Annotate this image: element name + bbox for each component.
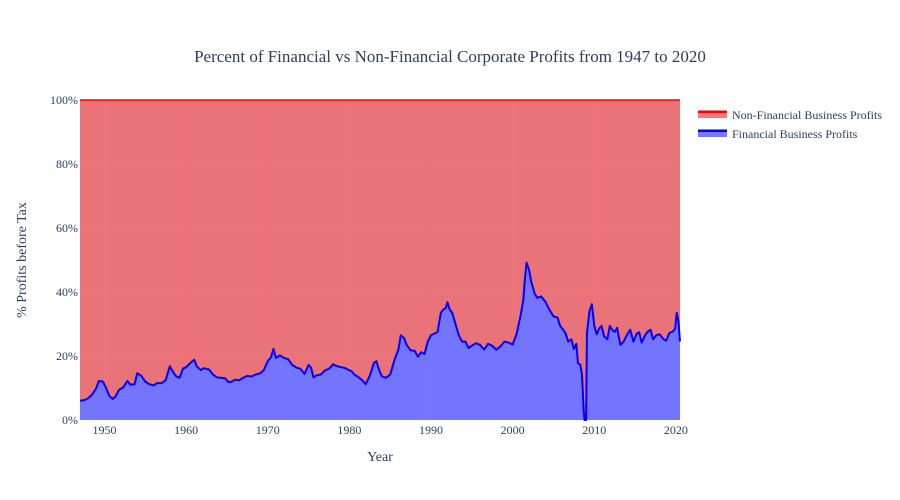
- y-tick-label-100: 100%: [50, 93, 78, 107]
- x-axis-title: Year: [367, 450, 393, 465]
- x-tick-label-2000: 2000: [501, 423, 525, 437]
- legend-label-non-financial: Non-Financial Business Profits: [732, 108, 882, 122]
- y-tick-label-0: 0%: [62, 413, 78, 427]
- chart-title: Percent of Financial vs Non-Financial Co…: [194, 47, 706, 66]
- legend[interactable]: Non-Financial Business Profits Financial…: [698, 108, 882, 141]
- legend-swatch-financial: [698, 129, 727, 137]
- y-tick-label-60: 60%: [56, 221, 78, 235]
- legend-swatch-non-financial: [698, 110, 727, 118]
- y-tick-label-40: 40%: [56, 285, 78, 299]
- legend-label-financial: Financial Business Profits: [732, 127, 858, 141]
- y-axis-ticks: 0% 20% 40% 60% 80% 100%: [50, 93, 78, 427]
- y-tick-label-20: 20%: [56, 349, 78, 363]
- x-tick-label-1950: 1950: [92, 423, 116, 437]
- legend-item-financial[interactable]: Financial Business Profits: [698, 127, 858, 141]
- x-tick-label-1970: 1970: [256, 423, 280, 437]
- y-axis-title: % Profits before Tax: [15, 202, 30, 318]
- x-tick-label-2020: 2020: [664, 423, 688, 437]
- line-financial: [79, 261, 681, 421]
- x-tick-label-1960: 1960: [174, 423, 198, 437]
- legend-item-non-financial[interactable]: Non-Financial Business Profits: [698, 108, 882, 122]
- y-tick-label-80: 80%: [56, 157, 78, 171]
- area-financial: [80, 262, 680, 420]
- x-tick-label-2010: 2010: [582, 423, 606, 437]
- x-axis-ticks: 1950 1960 1970 1980 1990 2000 2010 2020: [92, 423, 687, 437]
- x-tick-label-1990: 1990: [419, 423, 443, 437]
- area-non-financial: [80, 100, 680, 420]
- series-layer: [79, 99, 681, 421]
- x-tick-label-1980: 1980: [337, 423, 361, 437]
